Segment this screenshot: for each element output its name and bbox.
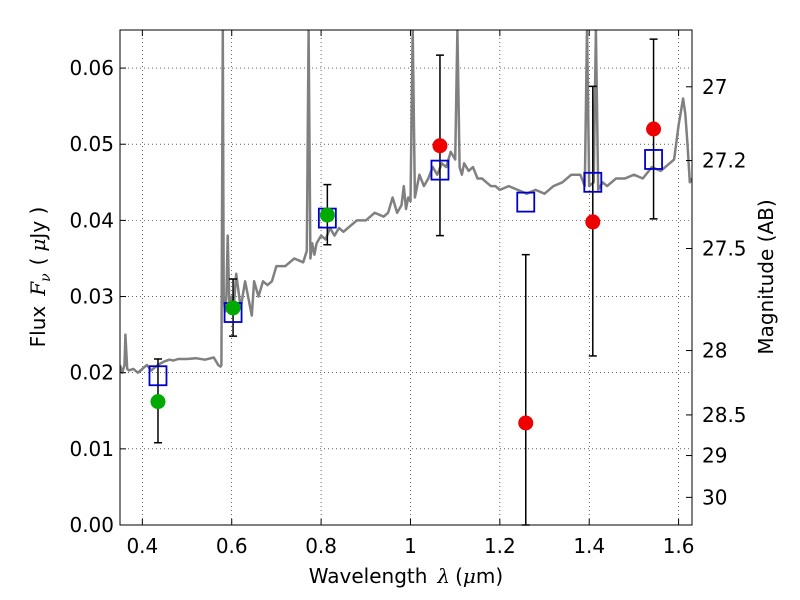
magnitude-tick-label: 28 (702, 339, 727, 363)
observed-infrared-point (432, 138, 448, 154)
model-photometry-marker (583, 171, 603, 193)
y-tick-label: 0.05 (69, 132, 114, 156)
plot-frame (119, 29, 693, 526)
x-tick-label: 1.4 (573, 534, 605, 558)
magnitude-tick-label: 27 (702, 75, 727, 99)
magnitude-tick-label: 29 (702, 444, 727, 468)
plot-area (120, 30, 692, 525)
observed-infrared-point (646, 121, 662, 137)
magnitude-tick-label: 28.5 (702, 403, 747, 427)
model-photometry-marker (430, 159, 450, 181)
magnitude-tick-label: 27.5 (702, 237, 747, 261)
model-photometry-marker (148, 365, 168, 387)
x-axis-label: Wavelength λ (μm) (309, 564, 503, 588)
x-tick-label: 1 (404, 534, 417, 558)
magnitude-tick-label: 27.2 (702, 149, 747, 173)
x-tick-label: 1.2 (484, 534, 516, 558)
markers (148, 121, 663, 431)
observed-optical-point (225, 300, 241, 316)
observed-infrared-point (585, 214, 601, 230)
y-tick-label: 0.01 (69, 437, 114, 461)
observed-optical-point (150, 394, 166, 410)
y-axis-label: FluxFν(μJy ) (26, 207, 54, 348)
observed-optical-point (319, 207, 335, 223)
observed-infrared-point (518, 415, 534, 431)
model-photometry-marker (516, 191, 536, 213)
y-tick-label: 0.00 (69, 513, 114, 537)
x-tick-label: 0.6 (216, 534, 248, 558)
y-tick-label: 0.06 (69, 56, 114, 80)
y2-axis-label: Magnitude (AB) (754, 199, 778, 354)
x-tick-label: 0.4 (126, 534, 158, 558)
data-layer (120, 30, 692, 374)
x-tick-label: 1.6 (663, 534, 695, 558)
y-tick-label: 0.03 (69, 285, 114, 309)
model-photometry-marker (644, 149, 663, 170)
y-tick-label: 0.04 (69, 208, 114, 232)
magnitude-tick-label: 30 (702, 485, 727, 509)
y-tick-label: 0.02 (69, 361, 114, 385)
x-tick-label: 0.8 (305, 534, 337, 558)
ticks: 0.4 0.6 0.8 1 1.2 1.4 1.6 0.00 0.01 0.02 0.03 0.04 0… (69, 30, 747, 558)
model-spectrum-line (120, 30, 692, 374)
